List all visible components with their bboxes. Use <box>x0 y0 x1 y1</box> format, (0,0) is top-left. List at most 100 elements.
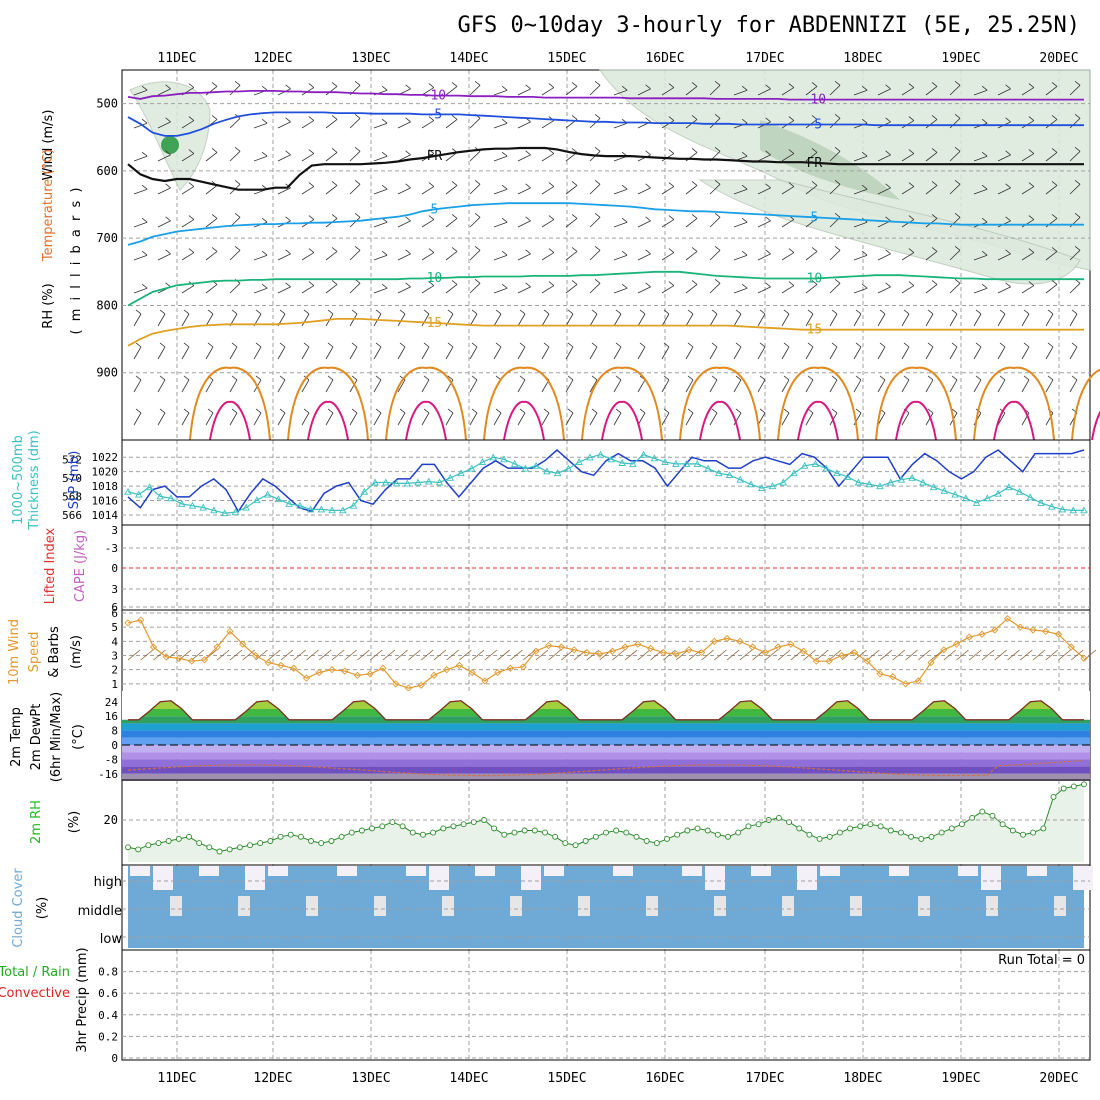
thickness-point <box>446 473 455 481</box>
cloud-high-gap <box>705 866 725 890</box>
wind-barb-flag <box>714 146 721 152</box>
wind10m-barb <box>344 649 357 661</box>
wind-barb-flag <box>741 283 748 289</box>
wind10m-barb <box>216 649 230 661</box>
wind-barb <box>397 253 411 261</box>
wind10m-point <box>634 640 642 648</box>
wind-barb <box>133 89 148 96</box>
wind-barb <box>565 313 574 327</box>
wind-barb-flag <box>519 408 526 414</box>
cloud-high-gap <box>153 866 173 890</box>
wind-barb <box>853 221 868 228</box>
wind-barb-flag <box>788 116 795 121</box>
wind-barb-flag <box>1051 214 1058 219</box>
wind-barb-flag <box>951 342 958 348</box>
wind-barb-flag <box>811 82 818 87</box>
wind-barb <box>853 287 868 294</box>
wind-barb <box>373 412 382 426</box>
wind-barb-flag <box>783 309 790 315</box>
wind-barb-flag <box>405 216 411 222</box>
wind-barb-flag <box>211 148 218 153</box>
thickness-tick: 572 <box>62 453 82 466</box>
wind-barb <box>181 313 190 327</box>
wind10m-barb <box>484 649 498 661</box>
wind10m-point <box>290 664 298 672</box>
wind-barb <box>349 117 361 129</box>
wind-barb <box>661 412 670 426</box>
wind-barb <box>397 286 411 294</box>
wind-barb <box>1069 150 1081 162</box>
bottom-date-label: 19DEC <box>941 1071 980 1086</box>
precip-tick: 0.4 <box>98 1009 118 1022</box>
wind10m-point <box>188 657 196 665</box>
thickness-point <box>854 478 863 486</box>
bl-isotherm-25 <box>699 400 741 441</box>
wind-barb <box>565 86 578 96</box>
thickness-point <box>274 495 283 503</box>
wind-barb <box>517 286 531 294</box>
rh-point <box>308 838 315 844</box>
cloud-high-gap <box>337 866 357 876</box>
wind-barb <box>445 284 458 294</box>
wind10m-barb <box>701 649 714 661</box>
rh-point <box>542 829 548 836</box>
pressure-tick: 900 <box>96 366 118 380</box>
wind-barb <box>469 84 481 96</box>
wind10m-barb <box>229 649 243 661</box>
wind-barb-flag <box>861 118 868 124</box>
thickness-point <box>811 459 820 467</box>
thickness-point <box>779 478 787 486</box>
wind-barb-flag <box>807 309 814 315</box>
wind-barb <box>781 186 795 195</box>
cloud-label: Cloud Cover <box>11 868 26 948</box>
wind-barb <box>469 379 478 393</box>
wind-barb-flag <box>811 115 818 120</box>
wind-barb <box>229 282 241 294</box>
wind-barb-flag <box>405 150 411 156</box>
thickness-point <box>639 450 648 458</box>
rh-point <box>450 823 457 830</box>
rh-point <box>358 827 365 834</box>
wind-tick: 3 <box>111 650 118 663</box>
wind-barb <box>157 346 166 360</box>
wind-barb <box>949 346 958 360</box>
wind-barb-flag <box>331 280 338 285</box>
wind-barb-flag <box>451 280 458 285</box>
wind-barb <box>181 285 195 294</box>
wind-barb <box>949 379 958 393</box>
wind10m-point <box>366 670 374 678</box>
wind-barb <box>1021 379 1030 393</box>
wind-barb-flag <box>741 118 748 124</box>
wind-barb-flag <box>861 184 868 190</box>
wind-barb-flag <box>999 309 1006 315</box>
thickness-point <box>919 478 927 486</box>
wind-tick: 4 <box>111 635 118 648</box>
wind-barb <box>397 154 411 162</box>
wind-barb <box>157 379 166 393</box>
rh-point <box>867 821 874 828</box>
wind-barb <box>301 346 310 360</box>
wind-barb <box>949 282 961 294</box>
wind-barb <box>757 412 766 426</box>
cloud-high-gap <box>981 866 1001 890</box>
wind-barb-flag <box>861 283 868 289</box>
wind-barb <box>541 412 550 426</box>
wind10m-barb <box>777 649 791 661</box>
wind-barb-flag <box>903 309 910 315</box>
isotherm-label: 15 <box>807 323 823 338</box>
wind-barb-flag <box>501 85 508 91</box>
wind-barb-flag <box>765 183 771 189</box>
temp-tick: 8 <box>111 725 118 738</box>
chart-title: GFS 0~10day 3-hourly for ABDENNIZI (5E, … <box>457 13 1080 38</box>
wind-barb <box>1021 346 1030 360</box>
rh-point <box>1040 825 1047 832</box>
thickness-point <box>1048 502 1056 510</box>
wind-barb <box>517 121 531 129</box>
wind-barb-flag <box>879 375 886 381</box>
wind-barb-flag <box>1028 215 1035 220</box>
wind-barb-flag <box>645 216 651 222</box>
wind-barb-flag <box>423 408 430 414</box>
wind-barb-flag <box>615 309 622 315</box>
wind-barb <box>853 346 862 360</box>
rh-tick: 20 <box>104 813 118 827</box>
